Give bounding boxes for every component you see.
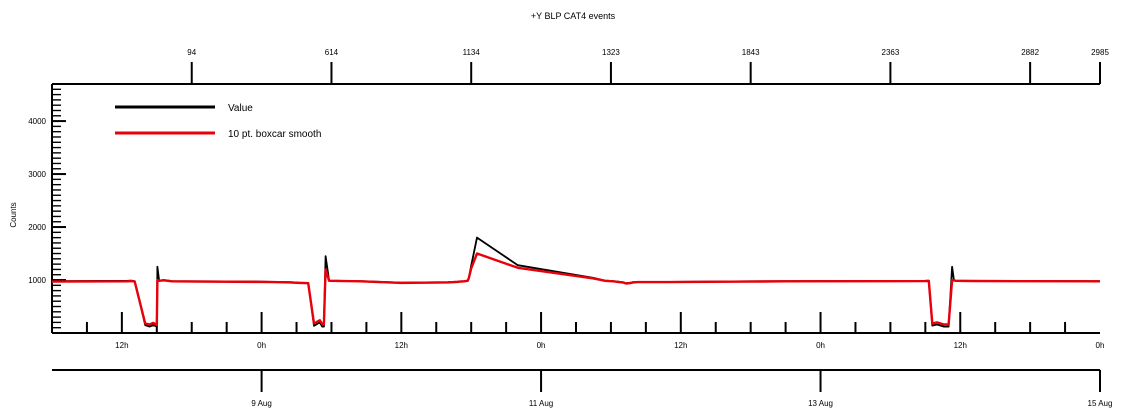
top-axis-tick-label: 1134 [463, 48, 481, 57]
y-axis-tick-label: 1000 [28, 276, 46, 285]
y-axis-label: Counts [9, 202, 18, 227]
time-axis-tick-label: 0h [1096, 341, 1105, 350]
top-axis-tick-label: 2985 [1091, 48, 1109, 57]
time-axis-tick-label: 0h [257, 341, 266, 350]
time-axis-tick-label: 12h [954, 341, 967, 350]
time-axis-tick-label: 12h [674, 341, 687, 350]
chart-legend: Value 10 pt. boxcar smooth [115, 103, 321, 140]
date-axis-tick-label: 15 Aug [1088, 399, 1113, 408]
date-axis-tick-label: 9 Aug [251, 399, 271, 408]
time-axis-tick-label: 12h [115, 341, 128, 350]
top-axis-tick-label: 1323 [602, 48, 620, 57]
chart-title: +Y BLP CAT4 events [531, 11, 616, 21]
top-axis-tick-label: 2882 [1021, 48, 1039, 57]
date-axis-tick-label: 13 Aug [808, 399, 833, 408]
date-axis: 9 Aug 11 Aug 13 Aug 15 Aug [52, 369, 1113, 408]
time-axis-tick-label: 0h [816, 341, 825, 350]
y-axis-tick-label: 3000 [28, 170, 46, 179]
time-axis-tick-label: 12h [395, 341, 408, 350]
time-axis-tick-label: 0h [537, 341, 546, 350]
y-axis: 1000 2000 3000 4000 [28, 84, 66, 333]
legend-label-value: Value [228, 103, 253, 114]
date-axis-tick-label: 11 Aug [529, 399, 553, 408]
legend-label-smooth: 10 pt. boxcar smooth [228, 129, 321, 140]
top-axis-tick-label: 2363 [882, 48, 900, 57]
time-axis: 12h 0h 12h 0h 12h 0h 12h 0h [52, 312, 1104, 350]
y-axis-tick-label: 2000 [28, 223, 46, 232]
top-axis-tick-label: 1843 [742, 48, 760, 57]
top-axis: 94 614 1134 1323 1843 2363 2882 2985 [52, 48, 1109, 85]
series-layer [51, 236, 1101, 328]
top-axis-tick-label: 94 [187, 48, 196, 57]
y-axis-tick-label: 4000 [28, 117, 46, 126]
series-line-smooth [51, 252, 1101, 327]
top-axis-tick-label: 614 [325, 48, 339, 57]
